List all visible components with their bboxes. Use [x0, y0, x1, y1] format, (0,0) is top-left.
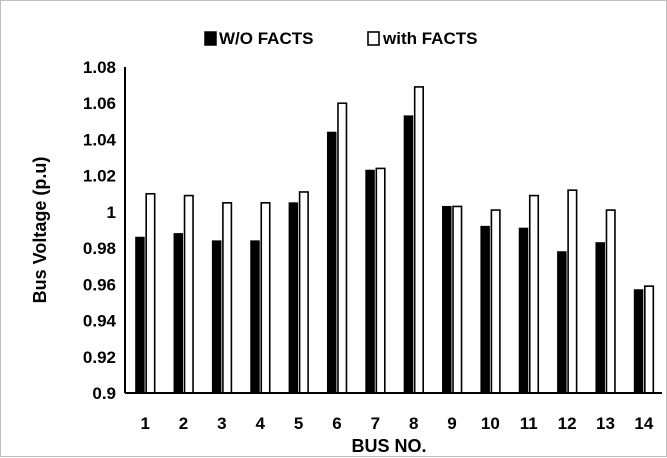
legend: W/O FACTS with FACTS: [204, 29, 477, 48]
x-tick-label: 3: [217, 414, 226, 433]
legend-label-wo-facts: W/O FACTS: [219, 29, 313, 48]
x-tick-label: 13: [596, 414, 615, 433]
bar-with-facts-bus-11: [528, 194, 540, 394]
bar-with-facts-bus-4: [260, 202, 271, 394]
x-tick-label: 2: [179, 414, 188, 433]
x-tick-label: 1: [140, 414, 149, 433]
bar-wo-facts-bus-7: [365, 169, 375, 394]
bar-wo-facts-bus-11: [518, 227, 529, 394]
bar-wo-facts-bus-8: [403, 115, 414, 394]
legend-label-with-facts: with FACTS: [382, 29, 477, 48]
x-axis-label: BUS NO.: [351, 436, 426, 456]
x-tick-label: 7: [371, 414, 380, 433]
bar-wo-facts-bus-4: [250, 240, 260, 394]
y-tick-label: 0.9: [92, 384, 116, 403]
x-tick-label: 14: [634, 414, 653, 433]
bar-with-facts-bus-12: [567, 189, 578, 394]
x-tick-label: 12: [558, 414, 577, 433]
bar-wo-facts-bus-5: [288, 202, 299, 394]
bar-with-facts-bus-7: [375, 167, 386, 394]
y-tick-label: 1.04: [83, 130, 117, 149]
y-tick-label: 0.98: [83, 239, 116, 258]
x-tick-label: 10: [481, 414, 500, 433]
y-axis-ticks: 0.9 0.92 0.94 0.96 0.98 1 1.02 1.04 1.06 1.08: [83, 58, 117, 403]
x-tick-label: 8: [409, 414, 418, 433]
bar-with-facts-bus-5: [298, 191, 309, 394]
x-tick-label: 6: [332, 414, 341, 433]
bar-with-facts-bus-13: [605, 209, 616, 394]
y-tick-label: 0.96: [83, 275, 116, 294]
bar-wo-facts-bus-14: [633, 289, 644, 394]
bar-wo-facts-bus-13: [595, 242, 605, 394]
x-axis-ticks: 1 2 3 4 5 6 7 8 9 10 11 12 13 14: [140, 414, 653, 433]
y-tick-label: 1: [107, 203, 116, 222]
bar-wo-facts-bus-9: [442, 205, 452, 394]
legend-swatch-with-facts: [367, 31, 380, 46]
y-tick-label: 1.02: [83, 167, 116, 186]
bar-wo-facts-bus-6: [326, 131, 337, 394]
legend-swatch-wo-facts: [204, 31, 217, 46]
y-tick-label: 0.92: [83, 348, 116, 367]
bar-wo-facts-bus-10: [480, 225, 490, 394]
bar-wo-facts-bus-2: [173, 233, 184, 394]
x-tick-label: 9: [447, 414, 456, 433]
bar-with-facts-bus-10: [490, 209, 501, 394]
x-tick-label: 5: [294, 414, 303, 433]
bar-with-facts-bus-9: [452, 205, 463, 394]
bar-with-facts-bus-8: [413, 86, 424, 394]
x-tick-label: 4: [256, 414, 266, 433]
y-tick-label: 0.94: [83, 312, 117, 331]
bar-wo-facts-bus-3: [211, 240, 222, 394]
y-tick-label: 1.08: [83, 58, 116, 77]
bar-with-facts-bus-6: [337, 102, 348, 394]
bar-wo-facts-bus-1: [135, 236, 145, 394]
y-tick-label: 1.06: [83, 94, 116, 113]
bar-with-facts-bus-2: [183, 194, 194, 394]
bar-with-facts-bus-1: [145, 192, 156, 394]
bar-wo-facts-bus-12: [557, 251, 567, 394]
bars: [135, 86, 655, 394]
bar-with-facts-bus-3: [222, 202, 233, 394]
bar-with-facts-bus-14: [644, 285, 655, 394]
x-tick-label: 11: [520, 414, 538, 433]
y-axis-label: Bus Voltage (p.u): [30, 157, 50, 304]
